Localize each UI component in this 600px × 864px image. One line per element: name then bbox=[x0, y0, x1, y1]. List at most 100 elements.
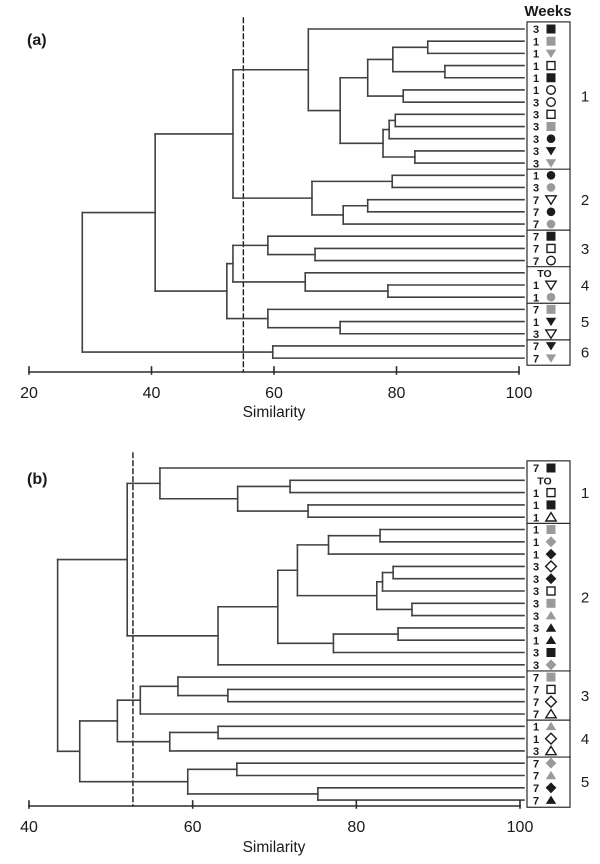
symbol-diamond-gray-icon bbox=[545, 757, 557, 769]
symbol-diamond-gray-icon bbox=[545, 536, 557, 548]
symbol-tri-down-black-icon bbox=[545, 317, 557, 327]
symbol-tri-up-gray-icon bbox=[545, 611, 557, 620]
symbol-diamond-open-icon bbox=[544, 732, 558, 745]
leaf-week-label: 7 bbox=[533, 783, 539, 795]
symbol-square-gray-icon bbox=[546, 598, 556, 608]
leaf-week-label: 1 bbox=[533, 73, 539, 85]
cluster-number-label: 4 bbox=[581, 731, 589, 748]
leaf-week-label: 1 bbox=[533, 488, 539, 500]
panel-a-label: (a) bbox=[27, 32, 47, 49]
leaf-week-label: 1 bbox=[533, 36, 539, 48]
symbol-diamond-black-icon bbox=[545, 782, 557, 794]
leaf-week-label: 7 bbox=[533, 463, 539, 475]
symbol-diamond-gray-icon bbox=[545, 659, 557, 671]
symbol-tri-down-gray-icon bbox=[545, 354, 557, 363]
symbol-tri-down-open-icon bbox=[544, 329, 558, 340]
symbol-circle-open-icon bbox=[546, 84, 557, 95]
leaf-week-label: 7 bbox=[533, 305, 539, 317]
symbol-square-gray-icon bbox=[546, 525, 556, 534]
leaf-week-label: 1 bbox=[533, 61, 539, 73]
leaf-week-label: 1 bbox=[533, 85, 539, 97]
leaf-week-label: 3 bbox=[533, 746, 539, 758]
leaf-week-label: 3 bbox=[533, 183, 539, 195]
cluster-box bbox=[526, 460, 571, 808]
leaf-week-label: 7 bbox=[533, 219, 539, 231]
symbol-square-gray-icon bbox=[546, 122, 556, 132]
cluster-number-label: 2 bbox=[581, 590, 589, 607]
leaf-week-label: 1 bbox=[533, 280, 539, 292]
symbol-tri-up-open-icon bbox=[544, 708, 558, 719]
leaf-week-label: 7 bbox=[533, 672, 539, 684]
panel-b-dendrogram: (b) 7TO111111333333133777711377771234540… bbox=[20, 452, 589, 856]
symbol-square-gray-icon bbox=[546, 304, 556, 314]
symbol-tri-down-black-icon bbox=[545, 147, 557, 156]
axis-tick-label: 80 bbox=[388, 385, 406, 402]
axis-tick-label: 60 bbox=[265, 385, 283, 402]
leaf-week-label: 1 bbox=[533, 635, 539, 647]
leaf-t0-label: TO bbox=[537, 268, 551, 280]
symbol-square-gray-icon bbox=[546, 672, 556, 682]
symbol-tri-up-open-icon bbox=[544, 744, 558, 756]
cluster-number-label: 3 bbox=[581, 241, 589, 258]
symbol-tri-down-open-icon bbox=[544, 195, 558, 206]
leaf-week-label: 1 bbox=[533, 537, 539, 549]
cluster-number-label: 5 bbox=[581, 314, 589, 331]
symbol-square-open-icon bbox=[546, 487, 556, 498]
leaf-week-label: 1 bbox=[533, 525, 539, 537]
symbol-circle-gray-icon bbox=[546, 183, 556, 192]
axis-tick-label: 20 bbox=[20, 385, 38, 402]
leaf-week-label: 3 bbox=[533, 574, 539, 586]
symbol-tri-up-gray-icon bbox=[545, 770, 557, 780]
symbol-square-gray-icon bbox=[546, 36, 556, 46]
symbol-square-open-icon bbox=[546, 586, 556, 596]
symbol-diamond-open-icon bbox=[544, 560, 558, 573]
leaf-week-label: 3 bbox=[533, 146, 539, 158]
leaf-week-label: 7 bbox=[533, 231, 539, 243]
symbol-square-black-icon bbox=[546, 24, 556, 34]
leaf-week-label: 3 bbox=[533, 158, 539, 170]
leaf-week-label: 3 bbox=[533, 623, 539, 635]
weeks-column-header: Weeks bbox=[524, 3, 571, 20]
leaf-week-label: 3 bbox=[533, 586, 539, 598]
leaf-week-label: 7 bbox=[533, 353, 539, 365]
symbol-diamond-black-icon bbox=[545, 573, 557, 585]
symbol-circle-black-icon bbox=[546, 170, 556, 180]
leaf-week-label: 1 bbox=[533, 734, 539, 746]
leaf-week-label: 7 bbox=[533, 341, 539, 353]
leaf-week-label: 1 bbox=[533, 49, 539, 61]
leaf-week-label: 1 bbox=[533, 512, 539, 524]
panel-a-axis-title: Similarity bbox=[243, 404, 306, 421]
leaf-week-label: 3 bbox=[533, 110, 539, 122]
symbol-diamond-black-icon bbox=[545, 548, 557, 560]
cluster-number-label: 2 bbox=[581, 192, 589, 209]
cluster-box bbox=[526, 21, 571, 366]
leaf-week-label: 1 bbox=[533, 317, 539, 329]
symbol-tri-up-black-icon bbox=[545, 623, 557, 632]
cluster-number-label: 1 bbox=[581, 89, 589, 106]
leaf-week-label: 1 bbox=[533, 549, 539, 561]
symbol-square-black-icon bbox=[546, 231, 556, 241]
cluster-number-label: 4 bbox=[581, 277, 589, 294]
leaf-week-label: 7 bbox=[533, 795, 539, 807]
symbol-square-black-icon bbox=[546, 500, 556, 510]
axis-tick-label: 100 bbox=[507, 819, 534, 836]
cluster-number-label: 3 bbox=[581, 688, 589, 705]
axis-tick-label: 60 bbox=[184, 819, 202, 836]
symbol-circle-open-icon bbox=[546, 255, 557, 266]
axis-tick-label: 40 bbox=[143, 385, 161, 402]
symbol-circle-black-icon bbox=[546, 207, 556, 217]
leaf-week-label: 7 bbox=[533, 207, 539, 219]
leaf-week-label: 7 bbox=[533, 771, 539, 783]
leaf-week-label: 3 bbox=[533, 611, 539, 623]
symbol-circle-open-icon bbox=[546, 97, 557, 108]
leaf-week-label: 1 bbox=[533, 500, 539, 512]
leaf-week-label: 1 bbox=[533, 170, 539, 182]
leaf-week-label: 3 bbox=[533, 24, 539, 36]
leaf-week-label: 3 bbox=[533, 122, 539, 134]
symbol-circle-gray-icon bbox=[546, 292, 556, 302]
leaf-week-label: 3 bbox=[533, 329, 539, 341]
cluster-number-label: 6 bbox=[581, 345, 589, 362]
